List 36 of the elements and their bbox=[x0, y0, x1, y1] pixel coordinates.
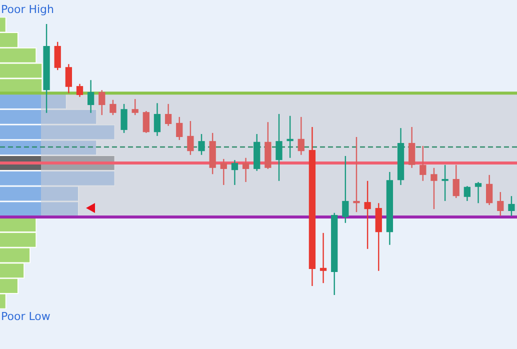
candlestick bbox=[442, 164, 448, 202]
candlestick bbox=[464, 185, 471, 202]
candlestick bbox=[430, 167, 438, 210]
candlestick bbox=[353, 136, 360, 213]
candlestick bbox=[452, 164, 460, 199]
candlestick bbox=[220, 158, 227, 186]
candlestick bbox=[231, 159, 238, 186]
candlestick bbox=[320, 232, 327, 284]
text: Poor Low bbox=[1, 310, 50, 323]
candlestick bbox=[120, 103, 128, 134]
candlestick bbox=[474, 181, 482, 204]
candlestick bbox=[420, 145, 426, 182]
candlestick bbox=[176, 116, 183, 141]
candlestick bbox=[486, 174, 493, 206]
candlestick bbox=[142, 110, 150, 134]
candlestick bbox=[164, 103, 172, 126]
candlestick bbox=[87, 79, 94, 114]
candlestick bbox=[110, 99, 116, 116]
candlestick bbox=[76, 83, 84, 98]
candlestick bbox=[298, 116, 304, 156]
candlestick bbox=[286, 115, 294, 158]
candlestick bbox=[497, 191, 504, 216]
candlestick bbox=[276, 113, 282, 182]
candlestick bbox=[187, 120, 194, 156]
candlestick bbox=[242, 157, 250, 183]
candlestick bbox=[342, 155, 349, 224]
candlestick bbox=[98, 90, 106, 116]
candlestick bbox=[508, 195, 515, 216]
candlestick bbox=[154, 102, 161, 137]
candlestick bbox=[54, 41, 61, 71]
candlestick bbox=[408, 126, 416, 168]
candlestick bbox=[364, 180, 371, 250]
candlestick bbox=[132, 98, 138, 116]
candlestick bbox=[198, 133, 205, 156]
text: Poor High bbox=[1, 2, 54, 16]
candlestick bbox=[65, 64, 72, 94]
